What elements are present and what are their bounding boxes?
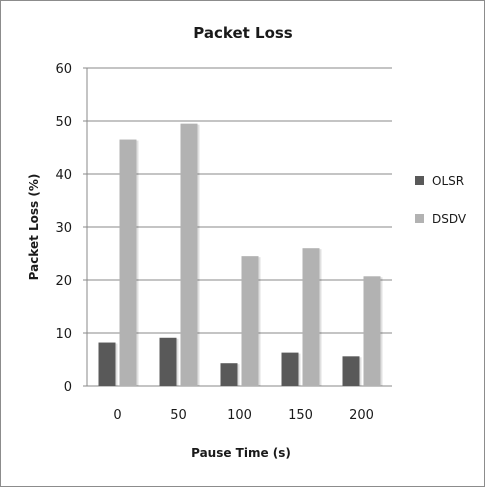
y-tick-label: 50	[55, 115, 72, 130]
bars	[98, 123, 383, 387]
bar-olsr-50	[159, 337, 177, 386]
x-axis-label: Pause Time (s)	[191, 446, 291, 460]
y-tick-label: 40	[55, 168, 72, 183]
bar-olsr-0	[98, 342, 116, 386]
x-tick-label: 50	[170, 408, 187, 423]
y-tick-label: 30	[55, 221, 72, 236]
legend: OLSR DSDV	[415, 174, 467, 226]
chart-title: Packet Loss	[193, 24, 293, 42]
x-tick-label: 200	[349, 408, 374, 423]
y-axis-label: Packet Loss (%)	[27, 174, 41, 281]
x-tick-label: 0	[113, 408, 121, 423]
x-axis-ticks: 0 50 100 150 200	[113, 408, 374, 423]
bar-olsr-100	[220, 363, 238, 386]
legend-label-olsr: OLSR	[432, 174, 464, 188]
bar-dsdv-0	[119, 139, 137, 386]
x-tick-label: 150	[288, 408, 313, 423]
y-tick-label: 60	[55, 62, 72, 77]
bar-dsdv-50	[180, 123, 198, 387]
y-tick-label: 10	[55, 327, 72, 342]
bar-olsr-200	[342, 356, 360, 386]
bar-dsdv-150	[302, 248, 320, 386]
bar-dsdv-200	[363, 276, 381, 386]
legend-swatch-dsdv	[415, 214, 424, 223]
legend-swatch-olsr	[415, 176, 424, 185]
bar-olsr-150	[281, 352, 299, 386]
y-tick-label: 0	[64, 380, 72, 395]
x-tick-label: 100	[227, 408, 252, 423]
y-axis-ticks: 0 10 20 30 40 50 60	[55, 62, 72, 395]
legend-label-dsdv: DSDV	[432, 212, 467, 226]
bar-dsdv-100	[241, 256, 259, 386]
y-tick-label: 20	[55, 274, 72, 289]
